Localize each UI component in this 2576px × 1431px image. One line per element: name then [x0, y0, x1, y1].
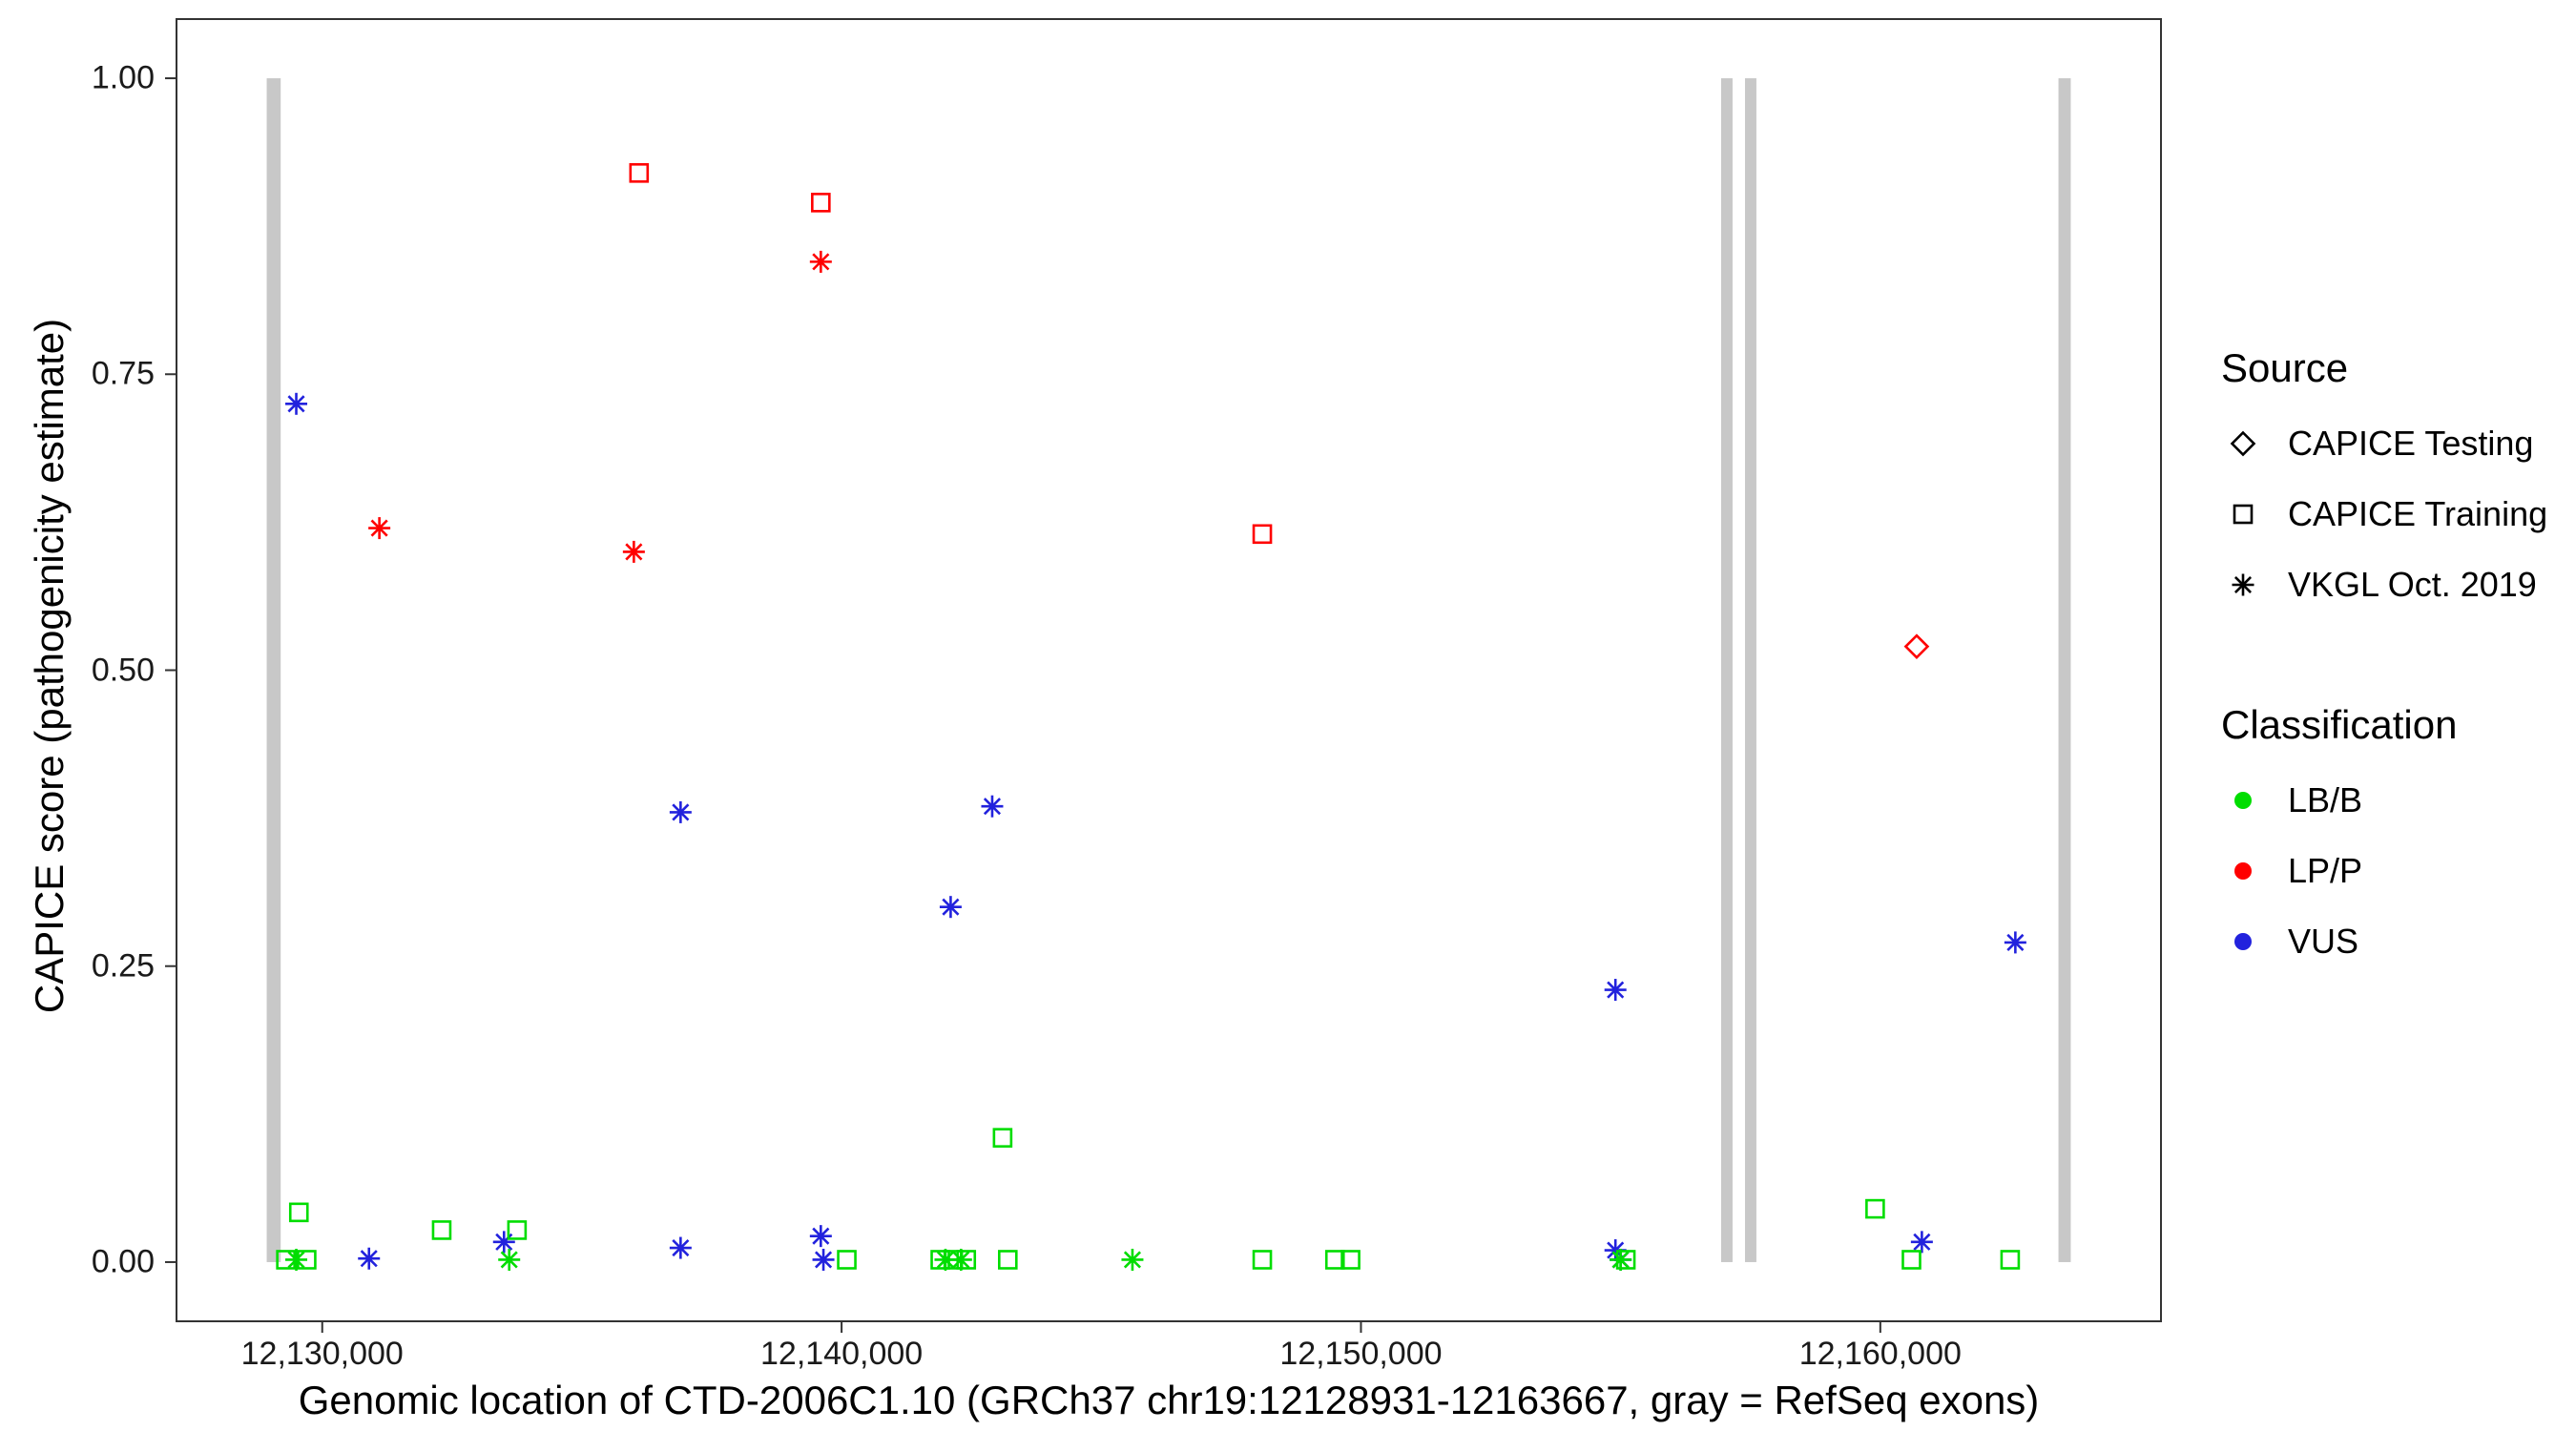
data-point: [629, 163, 650, 183]
data-point: [1121, 1248, 1144, 1271]
y-tick-label: 0.00: [91, 1243, 155, 1280]
y-tick-label: 0.75: [91, 355, 155, 392]
y-tick-label: 0.50: [91, 652, 155, 688]
legend-source-title: Source: [2221, 345, 2349, 390]
x-tick-label: 12,140,000: [760, 1336, 924, 1372]
legend-item-label: LP/P: [2288, 851, 2363, 890]
legend-item-label: VKGL Oct. 2019: [2288, 565, 2537, 604]
data-point: [811, 193, 831, 213]
data-point: [288, 1202, 309, 1223]
data-point: [1610, 1248, 1632, 1271]
data-point: [1901, 1250, 1922, 1270]
refseq-exon-bar: [266, 78, 281, 1262]
legend-item-capice-testing: CAPICE Testing: [2221, 408, 2574, 479]
data-point: [1865, 1198, 1885, 1219]
legend: Source CAPICE Testing CAPICE Training: [2221, 345, 2574, 977]
x-axis-title: Genomic location of CTD-2006C1.10 (GRCh3…: [298, 1378, 2040, 1422]
data-point: [498, 1248, 521, 1271]
panel-border: [176, 18, 2162, 1322]
data-point: [939, 896, 962, 919]
data-point: [837, 1250, 857, 1270]
legend-item-label: CAPICE Training: [2288, 494, 2548, 533]
data-point: [358, 1247, 381, 1270]
data-point: [1903, 633, 1930, 660]
data-point: [1340, 1250, 1361, 1270]
legend-item-label: LB/B: [2288, 780, 2363, 819]
data-point: [1252, 1250, 1273, 1270]
x-tick-label: 12,130,000: [240, 1336, 404, 1372]
refseq-exon-bar: [1744, 78, 1756, 1262]
data-point: [285, 1248, 308, 1271]
refseq-exon-bar: [2058, 78, 2071, 1262]
data-point: [669, 1236, 692, 1259]
asterisk-icon: [2232, 573, 2254, 596]
data-point: [1324, 1250, 1345, 1270]
data-point: [622, 540, 645, 563]
data-point: [998, 1250, 1018, 1270]
legend-item-label: CAPICE Testing: [2288, 424, 2534, 463]
data-point: [285, 392, 308, 415]
data-point: [812, 1248, 835, 1271]
data-point: [809, 250, 832, 273]
data-point: [809, 1225, 832, 1248]
data-point: [981, 795, 1004, 818]
legend-item-label: VUS: [2288, 922, 2359, 961]
legend-classification-title: Classification: [2221, 702, 2458, 747]
data-point: [1604, 1239, 1627, 1262]
legend-item-lpp: LP/P: [2221, 836, 2574, 906]
legend-item-lbb: LB/B: [2221, 765, 2574, 836]
data-point: [368, 517, 391, 540]
data-point: [1604, 979, 1627, 1002]
data-point: [992, 1128, 1013, 1148]
refseq-exon-bar: [1720, 78, 1733, 1262]
green-dot-icon: [2234, 792, 2252, 809]
data-point: [2000, 1250, 2021, 1270]
x-tick-label: 12,150,000: [1279, 1336, 1443, 1372]
legend-item-vus: VUS: [2221, 906, 2574, 977]
y-tick-label: 0.25: [91, 947, 155, 985]
data-point: [949, 1248, 972, 1271]
data-point: [669, 800, 692, 823]
data-point: [492, 1231, 515, 1254]
square-icon: [2233, 504, 2254, 525]
diamond-icon: [2230, 430, 2256, 457]
x-tick-label: 12,160,000: [1798, 1336, 1962, 1372]
data-point: [431, 1220, 452, 1240]
blue-dot-icon: [2234, 933, 2252, 950]
red-dot-icon: [2234, 862, 2252, 880]
data-point: [2004, 931, 2026, 954]
data-point: [1910, 1231, 1933, 1254]
legend-item-capice-training: CAPICE Training: [2221, 479, 2574, 550]
data-point: [507, 1220, 528, 1240]
y-tick-label: 1.00: [91, 59, 155, 96]
legend-item-vkgl: VKGL Oct. 2019: [2221, 550, 2574, 620]
data-point: [1252, 524, 1273, 545]
